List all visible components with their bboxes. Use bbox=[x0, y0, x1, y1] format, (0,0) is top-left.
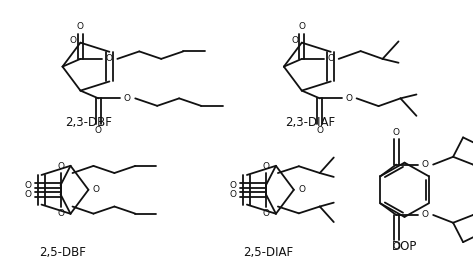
Text: O: O bbox=[57, 209, 64, 218]
Text: 2,5-DIAF: 2,5-DIAF bbox=[243, 246, 293, 259]
Text: O: O bbox=[77, 22, 84, 31]
Text: O: O bbox=[393, 243, 400, 251]
Text: O: O bbox=[263, 209, 269, 218]
Text: 2,3-DIAF: 2,3-DIAF bbox=[285, 116, 335, 129]
Text: O: O bbox=[393, 128, 400, 137]
Text: O: O bbox=[24, 190, 31, 199]
Text: O: O bbox=[93, 185, 100, 194]
Text: O: O bbox=[106, 54, 113, 63]
Text: O: O bbox=[345, 94, 352, 103]
Text: O: O bbox=[422, 160, 428, 169]
Text: O: O bbox=[229, 181, 237, 190]
Text: O: O bbox=[298, 22, 305, 31]
Text: O: O bbox=[95, 126, 102, 135]
Text: 2,3-DBF: 2,3-DBF bbox=[65, 116, 112, 129]
Text: O: O bbox=[24, 181, 31, 190]
Text: O: O bbox=[292, 36, 298, 45]
Text: 2,5-DBF: 2,5-DBF bbox=[39, 246, 86, 259]
Text: O: O bbox=[422, 211, 428, 219]
Text: O: O bbox=[229, 190, 237, 199]
Text: O: O bbox=[70, 36, 77, 45]
Text: O: O bbox=[298, 185, 305, 194]
Text: O: O bbox=[124, 94, 131, 103]
Text: O: O bbox=[263, 162, 269, 171]
Text: O: O bbox=[327, 54, 334, 63]
Text: DOP: DOP bbox=[392, 239, 417, 252]
Text: O: O bbox=[316, 126, 323, 135]
Text: O: O bbox=[57, 162, 64, 171]
